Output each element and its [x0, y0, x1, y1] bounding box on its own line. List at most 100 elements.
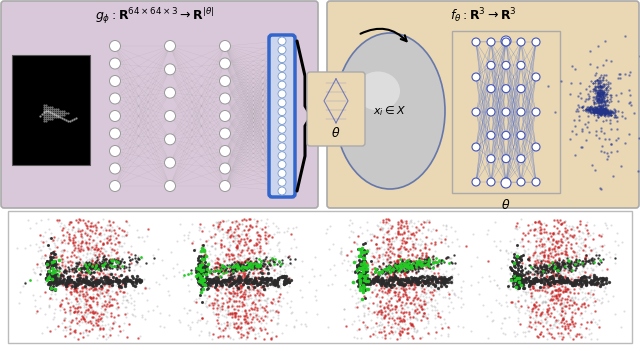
Point	[584, 244, 595, 250]
Point	[45, 230, 56, 236]
Point	[427, 256, 437, 262]
Point	[553, 286, 563, 292]
Point	[232, 242, 242, 247]
Point	[227, 260, 237, 266]
Point	[556, 280, 566, 285]
Point	[110, 297, 120, 303]
Point	[234, 283, 244, 289]
Point	[540, 279, 550, 285]
Point	[42, 270, 52, 276]
Point	[589, 298, 600, 304]
Point	[122, 231, 132, 237]
Point	[268, 283, 278, 289]
Point	[577, 316, 588, 321]
Point	[561, 257, 572, 262]
Point	[391, 309, 401, 314]
Point	[202, 304, 212, 310]
Point	[412, 289, 422, 294]
Point	[192, 276, 202, 281]
Point	[99, 280, 109, 286]
Point	[359, 281, 369, 287]
Point	[559, 286, 570, 291]
Point	[423, 279, 433, 285]
Point	[258, 283, 268, 288]
Point	[262, 271, 273, 277]
Point	[269, 267, 280, 273]
Point	[236, 332, 246, 337]
Point	[91, 312, 101, 318]
Point	[377, 312, 387, 318]
Point	[70, 284, 80, 289]
Point	[412, 296, 422, 302]
Point	[25, 242, 35, 248]
Point	[267, 264, 277, 269]
Point	[405, 316, 415, 322]
Point	[249, 306, 259, 311]
Point	[155, 310, 165, 316]
Point	[538, 249, 548, 254]
Point	[413, 218, 423, 224]
Point	[523, 271, 533, 277]
Point	[68, 279, 78, 285]
Point	[563, 254, 573, 259]
Point	[260, 313, 270, 319]
Point	[189, 247, 199, 253]
Point	[409, 275, 419, 280]
Point	[241, 275, 251, 280]
Point	[531, 252, 541, 258]
Point	[537, 284, 547, 290]
Point	[440, 240, 450, 245]
Point	[271, 280, 281, 286]
Point	[359, 278, 369, 283]
Point	[95, 325, 106, 331]
Point	[529, 285, 540, 290]
Point	[392, 264, 402, 270]
Point	[107, 224, 117, 230]
Point	[515, 309, 525, 314]
Point	[376, 277, 387, 282]
Point	[60, 333, 70, 339]
Point	[253, 289, 264, 295]
Point	[356, 274, 366, 280]
Point	[352, 241, 362, 247]
Point	[568, 336, 578, 341]
Point	[396, 264, 406, 269]
Point	[273, 276, 283, 281]
Point	[50, 244, 60, 250]
Point	[529, 250, 539, 256]
Point	[109, 296, 119, 302]
Point	[237, 294, 248, 299]
Point	[415, 274, 426, 279]
Point	[561, 229, 571, 234]
Point	[383, 228, 393, 233]
Point	[545, 298, 555, 303]
Point	[120, 282, 131, 287]
Point	[100, 282, 111, 287]
Point	[605, 126, 616, 132]
Point	[102, 309, 113, 314]
Point	[591, 117, 601, 123]
Point	[243, 320, 253, 325]
Point	[592, 77, 602, 82]
Point	[456, 304, 467, 310]
Point	[420, 294, 431, 300]
Point	[516, 281, 526, 286]
Point	[224, 256, 234, 261]
Point	[78, 278, 88, 283]
Point	[78, 252, 88, 258]
Point	[512, 226, 522, 232]
Point	[61, 295, 71, 300]
Point	[260, 276, 271, 281]
Point	[243, 277, 253, 283]
Point	[128, 276, 138, 281]
Point	[600, 72, 611, 78]
Circle shape	[278, 90, 286, 98]
Point	[541, 269, 551, 274]
Point	[510, 278, 520, 284]
Point	[212, 334, 223, 339]
Point	[254, 286, 264, 291]
Point	[533, 277, 543, 283]
Point	[554, 297, 564, 302]
Point	[548, 277, 558, 282]
Point	[56, 273, 67, 279]
